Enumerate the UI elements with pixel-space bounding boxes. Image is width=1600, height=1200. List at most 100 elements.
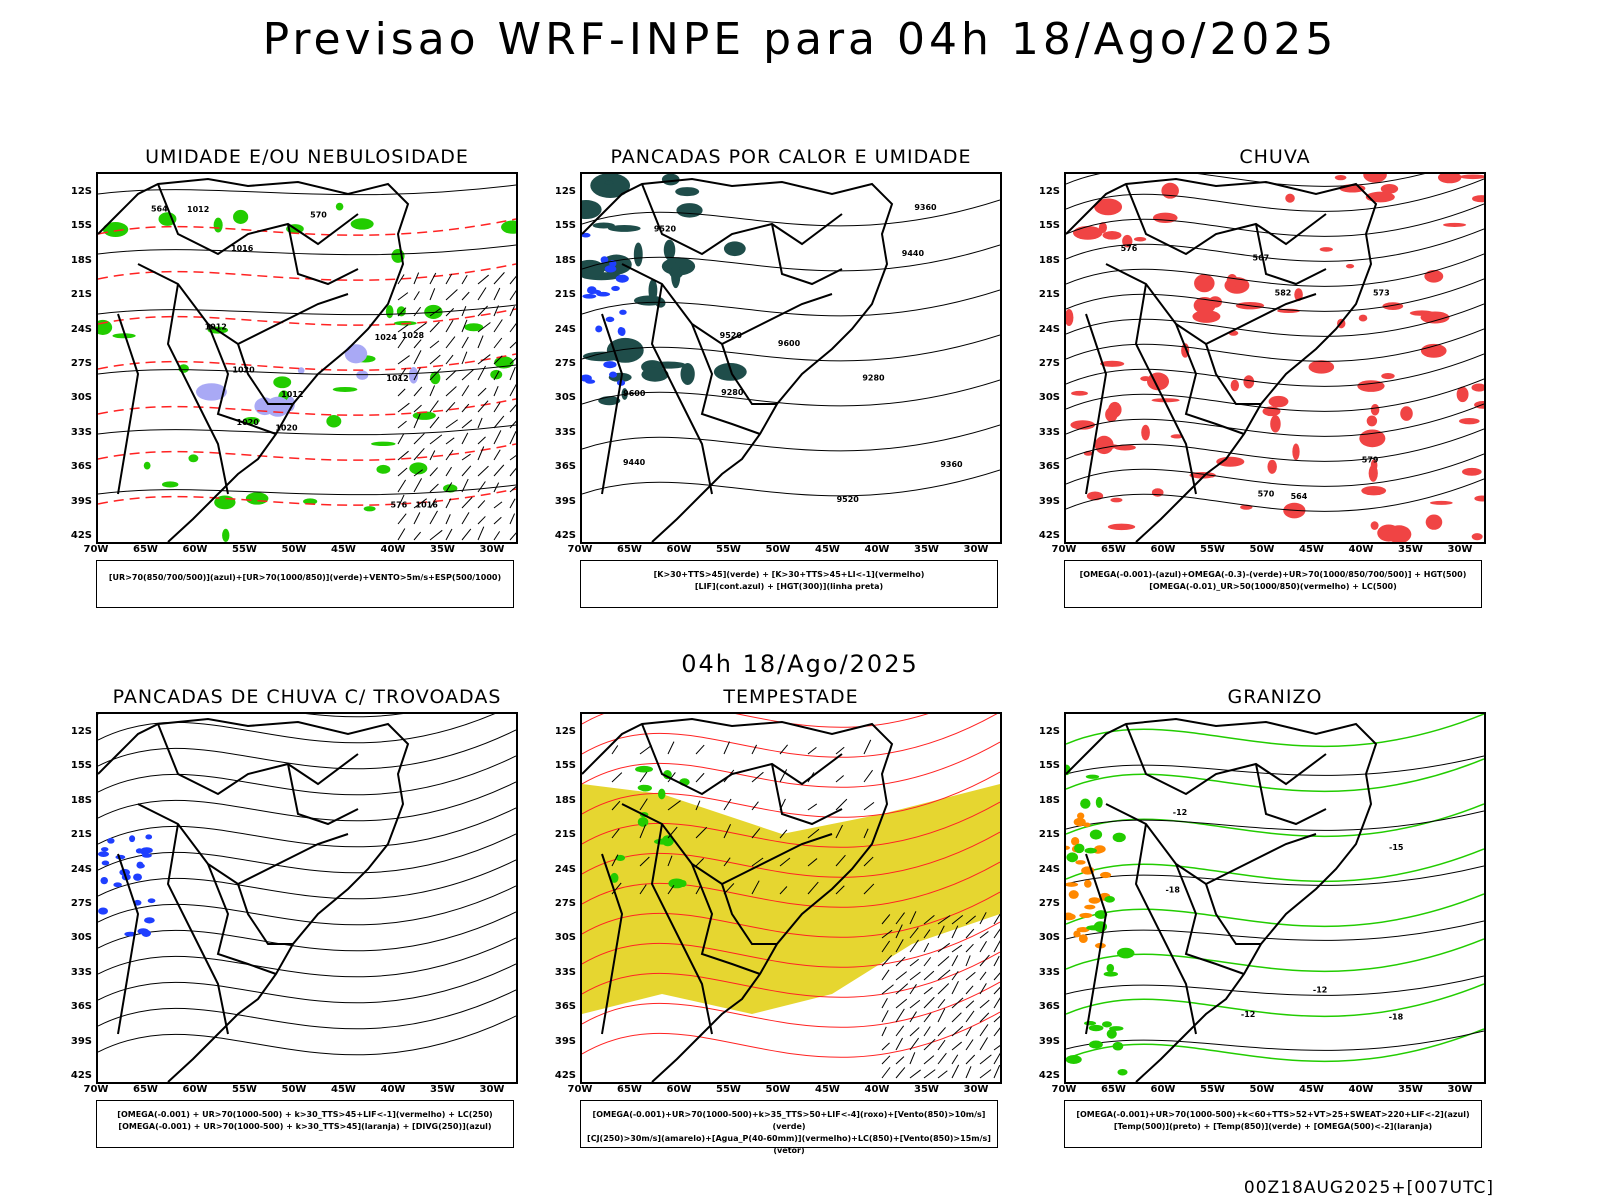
lon-tick-label: 50W <box>281 544 307 555</box>
field-patch <box>1194 274 1215 293</box>
field-patch <box>144 917 155 924</box>
wind-vector <box>509 341 516 349</box>
field-patch <box>604 265 617 273</box>
wind-vector <box>397 355 410 365</box>
wind-vector <box>979 971 987 981</box>
field-patch <box>1112 1041 1124 1051</box>
wind-vector <box>937 999 946 1009</box>
field-patch <box>676 203 703 218</box>
field-patch <box>265 396 290 417</box>
contour-label: 9600 <box>778 339 801 348</box>
wind-vector <box>429 510 438 525</box>
wind-vector <box>477 446 485 461</box>
contour-line <box>98 364 516 376</box>
wind-vector <box>445 437 455 445</box>
lon-tick-label: 60W <box>1150 544 1176 555</box>
lon-tick-label: 45W <box>815 1084 840 1095</box>
wind-vector <box>397 292 409 301</box>
field-patch <box>396 306 406 317</box>
lon-tick-label: 55W <box>232 1084 257 1095</box>
wind-vector <box>881 1067 891 1079</box>
field-patch <box>1072 225 1103 240</box>
panel-pancadas-calor: PANCADAS POR CALOR E UMIDADE 9600 9600 952… <box>530 146 1002 626</box>
wind-vector <box>779 857 791 867</box>
wind-vector <box>493 337 503 349</box>
field-patch <box>141 853 152 858</box>
legend-box: [OMEGA(-0.001)-(azul)+OMEGA(-0.3)-(verde… <box>1064 560 1482 608</box>
lat-tick-label: 24S <box>554 863 576 875</box>
map-svg: 582 579 576 573 570 567 564 <box>1066 174 1484 542</box>
field-patch <box>1292 443 1300 461</box>
field-patch <box>1088 897 1101 904</box>
lon-tick-label: 35W <box>1398 1084 1423 1095</box>
wind-vector <box>751 857 764 867</box>
map-svg: 9600 9600 9520 9520 9520 9440 9440 9360 9280 9360… <box>582 174 1000 542</box>
lon-tick-label: 45W <box>331 1084 356 1095</box>
wind-vector <box>895 1025 905 1037</box>
wind-vector <box>979 1012 990 1023</box>
wind-vector <box>445 498 452 509</box>
field-patch <box>1334 174 1347 181</box>
wind-vector <box>477 287 487 301</box>
border-line <box>691 323 761 435</box>
main-title: Previsao WRF-INPE para 04h 18/Ago/2025 <box>262 14 1338 65</box>
wind-vector <box>493 464 505 477</box>
contour-line <box>582 1011 1000 1058</box>
lat-tick-label: 24S <box>554 323 576 335</box>
wind-vector <box>979 983 987 995</box>
wind-vector <box>835 746 845 755</box>
wind-vector <box>397 479 407 493</box>
wind-vector <box>445 401 456 413</box>
contour-line <box>1066 453 1484 487</box>
field-patch <box>663 239 676 261</box>
panel-title: CHUVA <box>1239 146 1311 168</box>
wind-vector <box>951 925 959 939</box>
field-patch <box>1080 798 1091 809</box>
border-line <box>166 823 229 1035</box>
lat-tick-label: 27S <box>554 898 576 909</box>
wind-vector <box>429 450 436 461</box>
field-patch <box>609 371 618 378</box>
contour-line <box>98 308 516 326</box>
wind-vector <box>413 404 422 413</box>
field-patch <box>585 379 596 384</box>
wind-vector <box>477 436 486 445</box>
field-patch <box>1084 879 1092 888</box>
field-patch <box>376 464 391 474</box>
field-patch <box>1268 395 1289 408</box>
wind-vector <box>611 800 621 811</box>
field-patch <box>1459 417 1480 425</box>
wind-vector <box>951 1064 960 1079</box>
field-patch <box>1380 183 1399 194</box>
map-svg <box>98 714 516 1082</box>
field-patch <box>600 256 609 264</box>
field-patch <box>213 217 223 233</box>
wind-vector <box>509 498 516 509</box>
wind-vector <box>429 529 443 541</box>
lat-tick-label: 33S <box>1038 966 1060 978</box>
contour-line <box>98 729 516 770</box>
lat-tick-label: 27S <box>1038 898 1060 909</box>
legend-line: [OMEGA(-0.001) + UR>70(1000-500) + k>30_… <box>117 1110 493 1119</box>
wind-vector <box>413 367 421 381</box>
lat-tick-label: 42S <box>554 530 576 541</box>
lon-tick-label: 40W <box>380 1084 406 1095</box>
wind-vector <box>397 528 406 541</box>
wind-vector <box>937 1070 948 1079</box>
wind-vector <box>993 1045 1000 1051</box>
field-patch <box>590 174 631 198</box>
wind-vector <box>863 801 875 811</box>
footer-timestamp: 00Z18AUG2025+[007UTC] <box>1243 1178 1494 1198</box>
contour-line <box>582 714 929 728</box>
contour-line <box>582 981 1000 1028</box>
contour-line <box>1066 428 1484 462</box>
lon-tick-label: 40W <box>1348 1084 1374 1095</box>
contour-line <box>98 488 516 506</box>
field-patch <box>137 928 149 935</box>
wind-vector <box>639 884 647 895</box>
field-patch <box>1471 533 1483 541</box>
field-patch <box>1066 852 1079 863</box>
lon-tick-label: 65W <box>133 544 158 555</box>
wind-vector <box>493 415 505 429</box>
panel-title: UMIDADE E/OU NEBULOSIDADE <box>145 146 469 168</box>
